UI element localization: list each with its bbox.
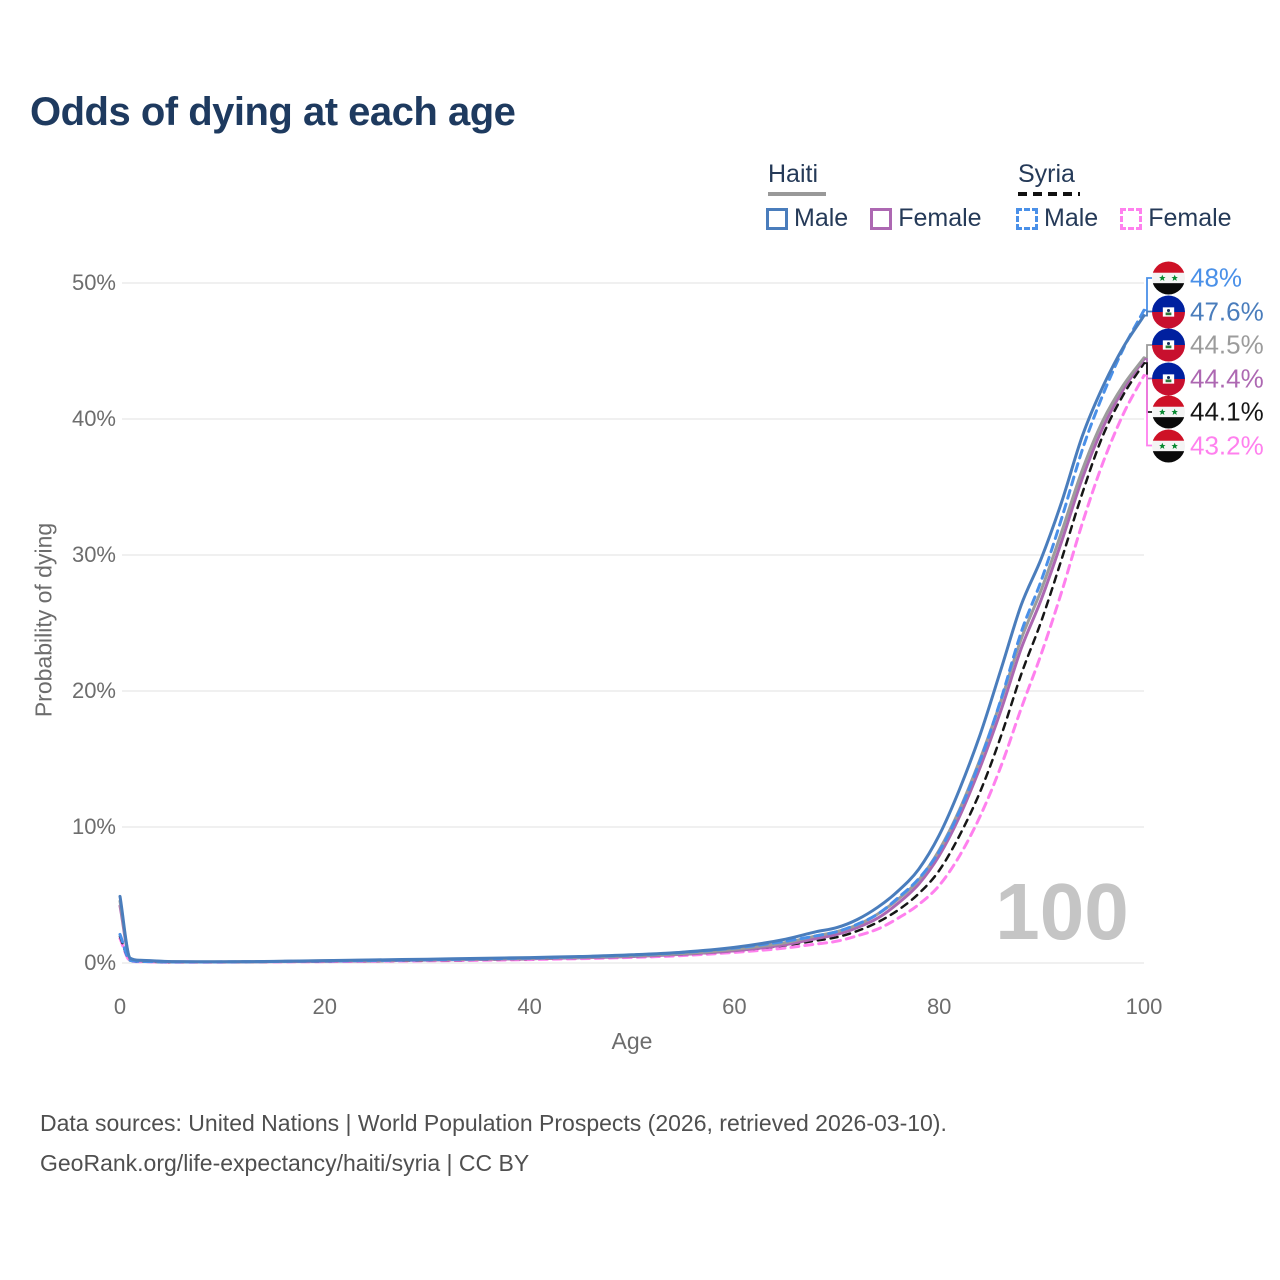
series-line-haiti-male[interactable] [118,314,1146,964]
y-tick-20%: 20% [71,678,116,703]
legend-label-syria-female: Female [1148,204,1232,232]
y-tick-0%: 0% [84,950,116,975]
end-label-connector-haiti-average [1144,344,1152,359]
haiti-flag-icon [1152,362,1185,395]
x-tick-0: 0 [113,994,127,1019]
haiti-female-swatch [870,207,893,230]
end-label-syria-male[interactable]: 48% [1152,261,1243,295]
legend-item-haiti-female[interactable]: Female [870,204,982,233]
legend-label-haiti-female: Female [898,204,982,232]
end-value-haiti-male: 47.6% [1190,296,1264,326]
end-value-haiti-average: 44.5% [1190,329,1264,360]
legend-row: Male Female [1016,204,1254,233]
end-label-haiti-female[interactable]: 44.4% [1152,362,1264,395]
series-line-syria-male[interactable] [118,308,1146,964]
y-tick-30%: 30% [71,542,116,567]
legend-label-syria-male: Male [1044,204,1099,232]
end-label-haiti-male[interactable]: 47.6% [1152,295,1264,328]
syria-average-line-swatch [1018,192,1080,196]
series-line-haiti-average[interactable] [118,356,1146,964]
x-tick-80: 80 [926,994,952,1019]
end-value-syria-average: 44.1% [1190,396,1264,427]
end-label-connector-syria-male [1144,277,1152,312]
haiti-male-swatch [766,207,788,230]
haiti-average-line-swatch [768,192,826,196]
legend-country-haiti-label: Haiti [768,160,819,188]
x-tick-20: 20 [312,994,338,1019]
series-line-syria-average[interactable] [118,361,1146,964]
end-label-syria-average[interactable]: 44.1% [1152,395,1264,429]
legend-item-syria-male[interactable]: Male [1016,204,1098,233]
haiti-flag-icon [1152,328,1185,362]
legend-country-haiti[interactable]: Haiti [768,160,826,196]
syria-female-swatch [1120,207,1143,230]
end-label-connector-syria-average [1144,362,1152,413]
legend-country-syria-label: Syria [1018,160,1075,188]
y-tick-50%: 50% [71,270,116,295]
series-line-haiti-female[interactable] [118,357,1146,964]
footer-link: GeoRank.org/life-expectancy/haiti/syria … [40,1150,530,1176]
legend-item-haiti-male[interactable]: Male [766,204,848,233]
end-value-syria-male: 48% [1190,262,1243,293]
x-axis-title: Age [611,1028,653,1054]
legend-label-haiti-male: Male [794,204,849,232]
syria-flag-icon [1152,395,1185,429]
haiti-flag-icon [1152,295,1185,328]
y-tick-40%: 40% [71,406,116,431]
legend-country-syria[interactable]: Syria [1018,160,1080,196]
age-counter-watermark: 100 [995,867,1129,956]
legend-row: Male Female [766,204,1004,233]
footer-sources: Data sources: United Nations | World Pop… [40,1110,947,1136]
legend-item-syria-female[interactable]: Female [1120,204,1232,233]
x-tick-60: 60 [722,994,747,1019]
end-label-connector-haiti-male [1144,310,1152,317]
end-label-connector-syria-female [1144,374,1152,447]
x-tick-100: 100 [1125,994,1163,1019]
end-value-syria-female: 43.2% [1190,430,1264,460]
end-label-haiti-average[interactable]: 44.5% [1152,328,1264,362]
y-tick-10%: 10% [71,814,116,839]
syria-flag-icon [1152,261,1185,295]
x-tick-40: 40 [517,994,542,1019]
syria-male-swatch [1016,207,1038,230]
syria-flag-icon [1152,429,1185,462]
end-value-haiti-female: 44.4% [1190,363,1264,393]
end-label-syria-female[interactable]: 43.2% [1152,429,1264,462]
series-line-syria-female[interactable] [118,374,1146,964]
page-title: Odds of dying at each age [30,90,516,134]
